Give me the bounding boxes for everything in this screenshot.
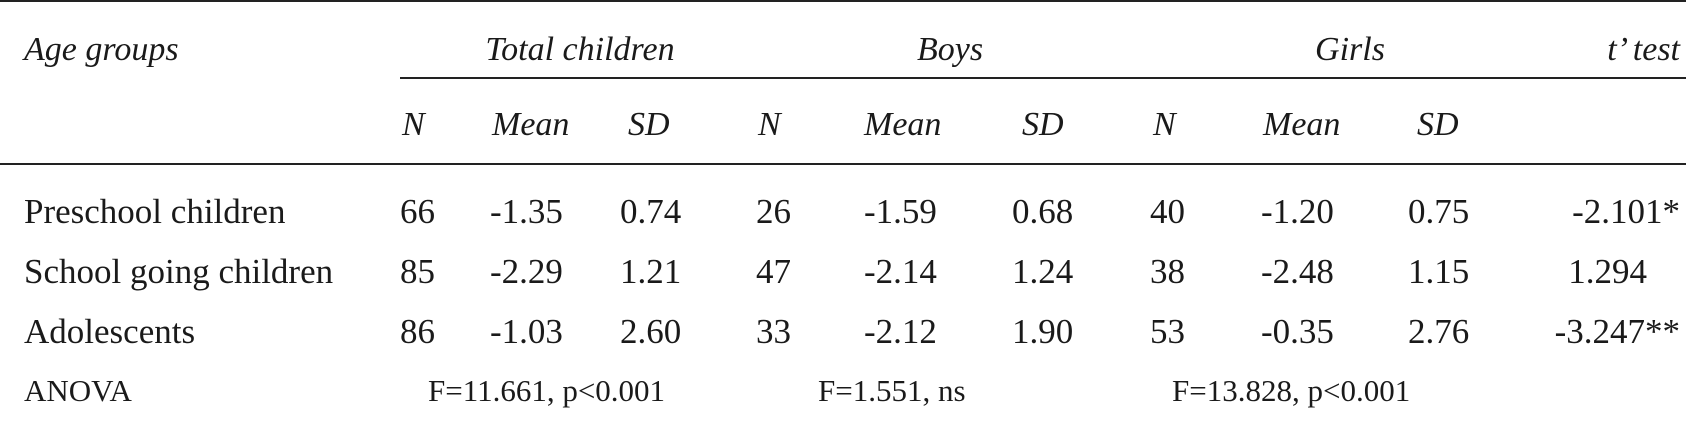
cell-boys-sd: 1.24 [1012, 252, 1074, 291]
header-boys: Boys [916, 31, 984, 68]
cell-boys-mean: -2.12 [864, 312, 937, 351]
cell-boys-n: 26 [756, 192, 791, 231]
group-rule [400, 77, 1686, 79]
sub-n-total: N [402, 106, 425, 143]
cell-boys-n: 33 [756, 312, 791, 351]
cell-girls-sd: 1.15 [1408, 252, 1470, 291]
cell-total-sd: 1.21 [620, 252, 682, 291]
cell-girls-n: 40 [1150, 192, 1185, 231]
cell-total-n: 86 [400, 312, 435, 351]
cell-boys-mean: -1.59 [864, 192, 937, 231]
cell-girls-sd: 2.76 [1408, 312, 1470, 351]
cell-girls-n: 38 [1150, 252, 1185, 291]
cell-t-test: 1.294 [1568, 252, 1647, 291]
cell-t-test: -3.247** [1554, 312, 1680, 351]
top-rule [0, 0, 1686, 2]
cell-girls-mean: -0.35 [1261, 312, 1334, 351]
header-total-children: Total children [485, 31, 675, 68]
sub-n-boys: N [758, 106, 781, 143]
sub-mean-total: Mean [492, 106, 570, 143]
anova-total: F=11.661, p<0.001 [428, 373, 666, 408]
header-t-test: t’ test [1607, 31, 1680, 68]
row-label: Preschool children [24, 192, 286, 231]
cell-boys-sd: 0.68 [1012, 192, 1074, 231]
cell-boys-mean: -2.14 [864, 252, 937, 291]
cell-girls-sd: 0.75 [1408, 192, 1470, 231]
cell-total-mean: -1.35 [490, 192, 563, 231]
header-rule [0, 163, 1686, 165]
header-age-groups: Age groups [24, 31, 179, 68]
header-girls: Girls [1315, 31, 1385, 68]
cell-total-sd: 2.60 [620, 312, 682, 351]
anova-girls: F=13.828, p<0.001 [1172, 373, 1411, 408]
sub-sd-total: SD [628, 106, 670, 143]
cell-girls-n: 53 [1150, 312, 1185, 351]
anova-boys: F=1.551, ns [818, 373, 966, 408]
cell-total-mean: -2.29 [490, 252, 563, 291]
sub-mean-boys: Mean [864, 106, 942, 143]
cell-boys-n: 47 [756, 252, 791, 291]
cell-boys-sd: 1.90 [1012, 312, 1074, 351]
cell-girls-mean: -1.20 [1261, 192, 1334, 231]
cell-total-mean: -1.03 [490, 312, 563, 351]
row-label: Adolescents [24, 312, 196, 351]
cell-girls-mean: -2.48 [1261, 252, 1334, 291]
anova-label: ANOVA [24, 373, 132, 408]
sub-n-girls: N [1153, 106, 1176, 143]
cell-total-n: 85 [400, 252, 435, 291]
row-label: School going children [24, 252, 334, 291]
cell-total-n: 66 [400, 192, 435, 231]
sub-mean-girls: Mean [1263, 106, 1341, 143]
cell-t-test: -2.101* [1572, 192, 1680, 231]
sub-sd-girls: SD [1417, 106, 1459, 143]
sub-sd-boys: SD [1022, 106, 1064, 143]
cell-total-sd: 0.74 [620, 192, 682, 231]
